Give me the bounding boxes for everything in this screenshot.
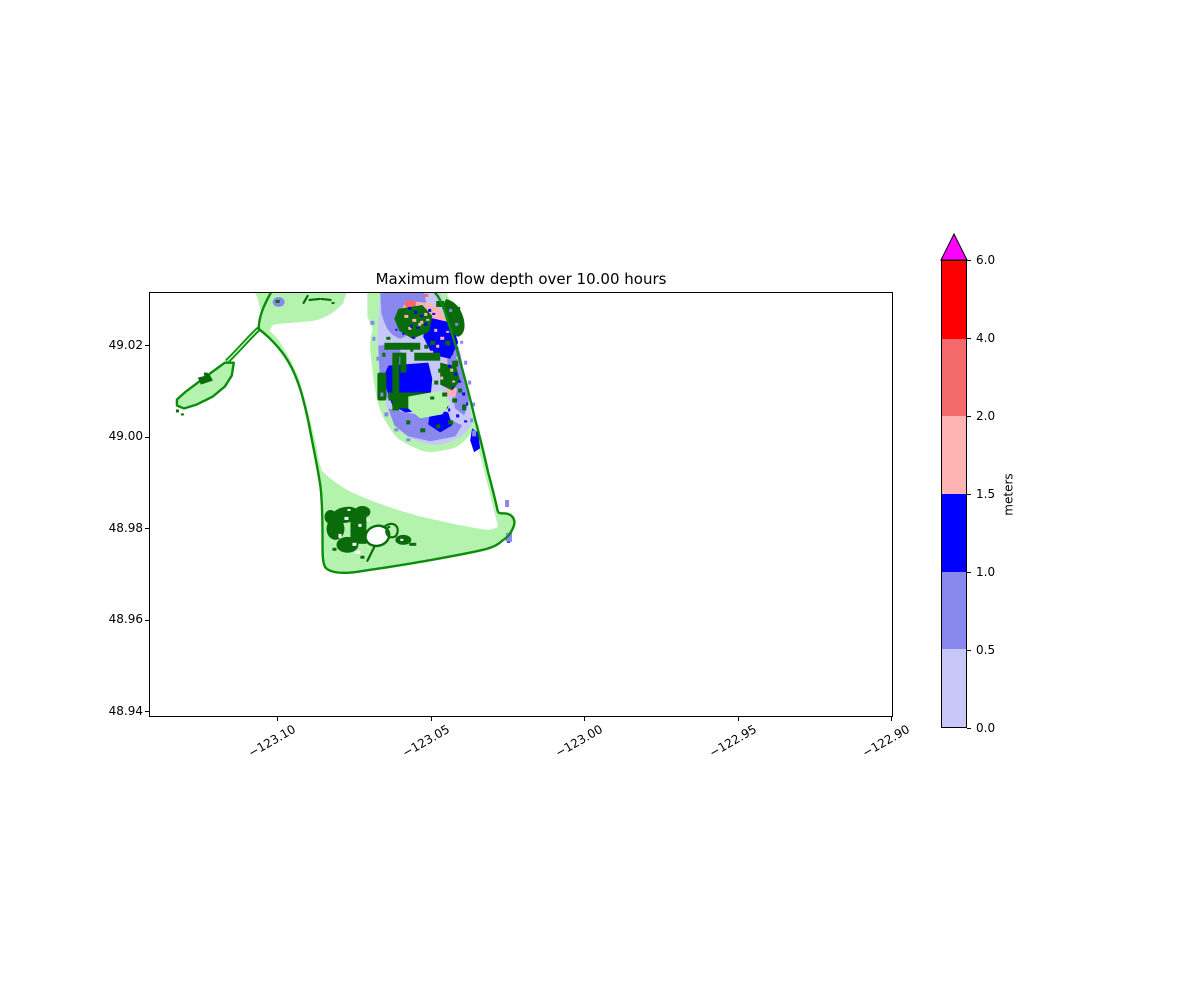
colorbar-segment-0-0.5 bbox=[942, 649, 966, 728]
colorbar-segment-1-1.5 bbox=[942, 494, 966, 572]
y-tick-label: 49.00 bbox=[108, 429, 143, 443]
colorbar-segment-0.5-1 bbox=[942, 571, 966, 650]
x-tick bbox=[737, 717, 739, 721]
colorbar-tick-label: 0.5 bbox=[976, 642, 996, 657]
coastline-main bbox=[257, 293, 516, 575]
colorbar-tick-label: 1.0 bbox=[976, 564, 996, 579]
x-tick bbox=[584, 717, 585, 721]
y-tick-label: 49.02 bbox=[108, 337, 143, 352]
coastline bbox=[257, 293, 272, 331]
map-axes bbox=[149, 292, 893, 717]
colorbar-tick-label: 6.0 bbox=[976, 252, 996, 267]
colorbar-segment-1.5-2 bbox=[942, 416, 966, 495]
ferry-terminal bbox=[175, 361, 235, 410]
colorbar-tick-label: 2.0 bbox=[976, 408, 996, 423]
y-tick-label: 48.96 bbox=[108, 612, 143, 626]
x-tick-label: −123.05 bbox=[399, 722, 452, 761]
lagoon bbox=[364, 524, 391, 548]
x-tick-label: −123.10 bbox=[245, 722, 298, 761]
x-tick bbox=[277, 717, 278, 721]
y-tick bbox=[145, 528, 149, 529]
x-tick-label: −123.00 bbox=[552, 722, 605, 761]
colorbar-extend-triangle bbox=[940, 233, 968, 261]
x-tick bbox=[891, 717, 892, 721]
y-tick bbox=[145, 345, 149, 346]
map-svg bbox=[175, 293, 516, 575]
x-tick bbox=[430, 717, 432, 721]
y-tick-label: 48.94 bbox=[108, 703, 143, 718]
colorbar-axis-label: meters bbox=[1001, 473, 1016, 516]
colorbar-tick-label: 0.0 bbox=[976, 720, 996, 735]
colorbar-tick-label: 1.5 bbox=[976, 486, 996, 501]
x-tick-label: −122.95 bbox=[706, 722, 759, 761]
colorbar-tick-label: 4.0 bbox=[976, 330, 996, 345]
y-tick-label: 48.98 bbox=[108, 520, 143, 535]
y-tick bbox=[145, 619, 149, 621]
colorbar-segment-4-6 bbox=[942, 261, 966, 339]
south-vegetation bbox=[324, 505, 417, 562]
y-tick bbox=[145, 436, 149, 438]
x-tick-label: −122.90 bbox=[859, 722, 912, 761]
colorbar bbox=[941, 260, 967, 728]
dry-interior bbox=[269, 293, 499, 530]
flood-speckle-noise bbox=[370, 300, 513, 543]
y-tick bbox=[145, 711, 149, 712]
plot-title: Maximum flow depth over 10.00 hours bbox=[375, 270, 667, 288]
colorbar-segment-2-4 bbox=[942, 338, 966, 417]
